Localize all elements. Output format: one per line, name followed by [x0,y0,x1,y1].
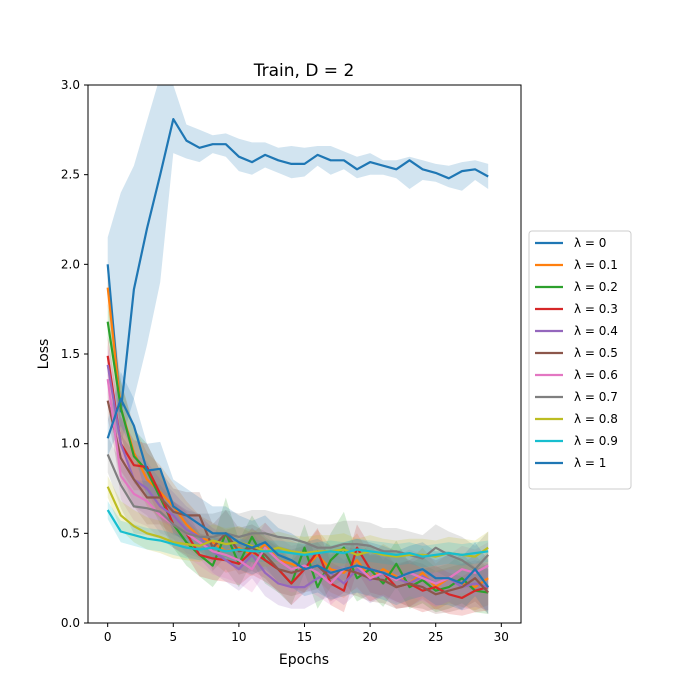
y-axis: 0.0 0.5 1.0 1.5 2.0 2.5 3.0 [61,78,88,630]
y-tick-label: 1.0 [61,437,80,451]
y-tick-label: 3.0 [61,78,80,92]
line-series-9 [106,509,489,558]
series-lines [106,117,490,600]
legend-label: λ = 0.3 [574,302,618,316]
y-tick-label: 2.0 [61,257,80,271]
legend-label: λ = 0.4 [574,324,618,338]
legend-label: λ = 0 [574,236,606,250]
x-axis: 0 5 10 15 20 25 30 [104,623,509,644]
legend-label: λ = 0.1 [574,258,618,272]
x-tick-label: 0 [104,630,112,644]
legend: λ = 0 λ = 0.1 λ = 0.2 λ = 0.3 λ = 0.4 λ = 0.5… [528,230,632,490]
legend-label: λ = 0.7 [574,390,618,404]
y-tick-label: 2.5 [61,168,80,182]
line-series-3 [106,355,489,600]
legend-label: λ = 0.8 [574,412,618,426]
line-series-5 [106,400,490,596]
x-tick-label: 5 [169,630,177,644]
x-axis-label: Epochs [279,652,329,668]
band-series-0 [107,85,489,444]
line-series-0 [106,117,489,413]
line-series-4 [106,364,489,589]
legend-label: λ = 0.5 [574,346,618,360]
line-series-8 [106,486,489,558]
chart-title: Train, D = 2 [253,61,355,81]
legend-label: λ = 0.9 [574,434,618,448]
legend-label: λ = 1 [574,456,606,470]
x-tick-label: 20 [362,630,377,644]
y-axis-label: Loss [36,339,52,370]
x-tick-label: 15 [297,630,312,644]
y-tick-label: 0.5 [61,526,80,540]
y-tick-label: 0.0 [61,616,80,630]
x-tick-label: 30 [494,630,509,644]
legend-box [528,230,632,490]
line-series-10 [106,397,490,588]
y-tick-label: 1.5 [61,347,80,361]
x-tick-label: 25 [428,630,443,644]
legend-label: λ = 0.2 [574,280,618,294]
legend-label: λ = 0.6 [574,368,618,382]
x-tick-label: 10 [231,630,246,644]
